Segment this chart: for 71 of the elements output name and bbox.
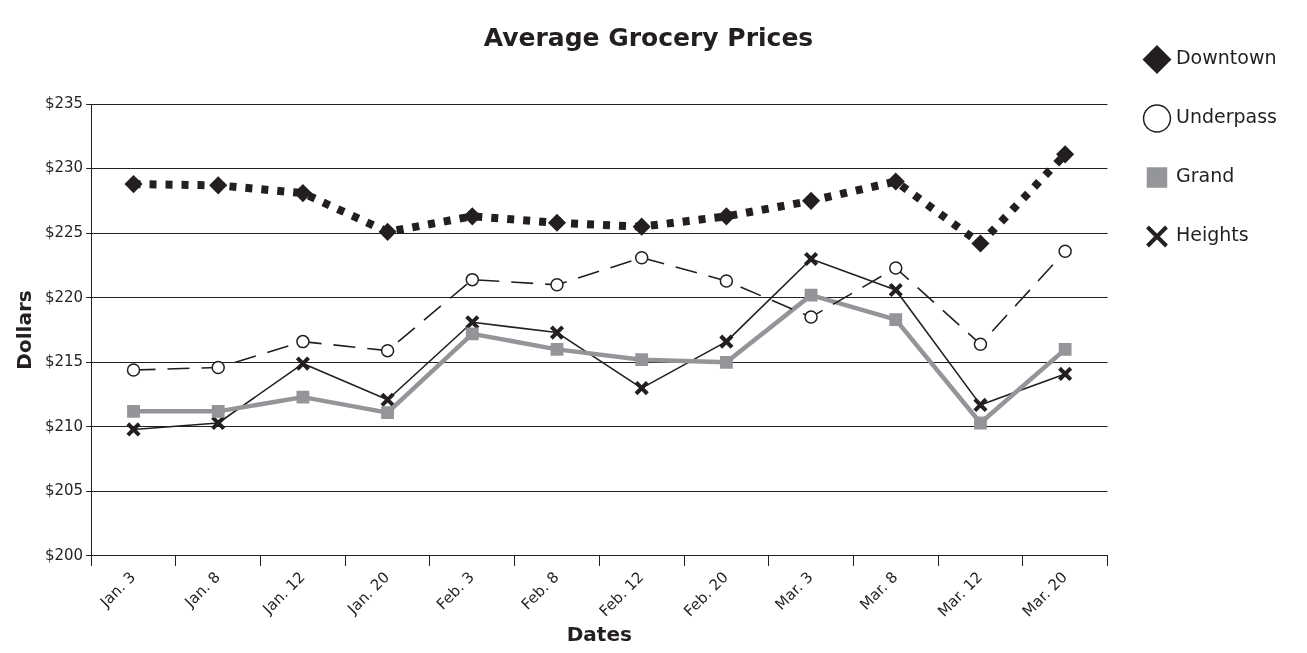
point <box>635 353 649 367</box>
point <box>296 390 310 404</box>
point <box>550 278 564 292</box>
point <box>125 421 142 438</box>
y-tick-label: $235 <box>44 93 84 112</box>
point <box>126 363 141 377</box>
x-tick-label: Jan. 3 <box>95 568 140 612</box>
point <box>719 355 733 369</box>
point <box>888 282 904 298</box>
point <box>381 406 395 420</box>
x-tick-label: Feb. 12 <box>595 568 648 620</box>
point <box>549 324 565 341</box>
point <box>127 404 140 418</box>
point <box>634 380 650 396</box>
point <box>972 397 989 413</box>
legend-label: Grand <box>1175 164 1235 187</box>
point <box>465 327 479 341</box>
chart-title: Average Grocery Prices <box>483 22 814 52</box>
point <box>804 288 818 302</box>
legend-label: Heights <box>1175 223 1249 246</box>
y-tick-label: $220 <box>44 287 84 306</box>
point <box>1057 366 1073 382</box>
point <box>380 343 395 358</box>
point <box>802 192 820 210</box>
y-tick-label: $210 <box>44 416 84 435</box>
point <box>465 272 480 287</box>
point <box>889 261 903 275</box>
x-tick-label: Feb. 3 <box>432 568 478 614</box>
x-tick-label: Feb. 8 <box>517 568 563 614</box>
point <box>211 404 225 418</box>
y-tick-label: $230 <box>44 158 84 177</box>
point <box>548 214 566 232</box>
x-tick-label: Mar. 8 <box>856 568 902 614</box>
point <box>1056 145 1074 164</box>
legend-label: Underpass <box>1175 105 1277 128</box>
point <box>1058 244 1072 258</box>
point <box>632 217 651 236</box>
point <box>378 223 397 241</box>
y-axis-title: Dollars <box>12 290 37 370</box>
x-tick-label: Feb. 20 <box>680 568 732 620</box>
point <box>804 310 818 324</box>
x-tick-label: Mar. 12 <box>934 568 987 621</box>
x-tick-label: Jan. 20 <box>343 568 394 619</box>
x-tick-label: Jan. 12 <box>258 568 309 619</box>
point <box>973 337 988 351</box>
point <box>971 234 990 253</box>
point <box>464 314 480 330</box>
point <box>889 313 903 327</box>
point <box>803 251 819 267</box>
point <box>974 416 987 430</box>
point <box>379 392 396 408</box>
x-tick-label: Jan. 8 <box>180 568 224 612</box>
x-tick-label: Mar. 3 <box>771 568 817 614</box>
y-tick-label: $200 <box>44 545 84 564</box>
point <box>719 274 734 288</box>
point <box>211 360 225 375</box>
y-tick-label: $225 <box>44 223 84 242</box>
point <box>887 172 905 191</box>
y-tick-label: $215 <box>44 352 84 371</box>
point <box>634 250 649 265</box>
point <box>550 342 564 356</box>
point <box>209 176 227 195</box>
point <box>295 355 311 372</box>
point <box>210 415 226 431</box>
point <box>124 175 143 193</box>
point <box>1058 342 1072 356</box>
point <box>718 333 735 350</box>
point <box>296 334 310 349</box>
x-axis-title: Dates <box>566 622 632 647</box>
y-tick-label: $205 <box>44 481 84 500</box>
legend-label: Downtown <box>1175 46 1277 69</box>
